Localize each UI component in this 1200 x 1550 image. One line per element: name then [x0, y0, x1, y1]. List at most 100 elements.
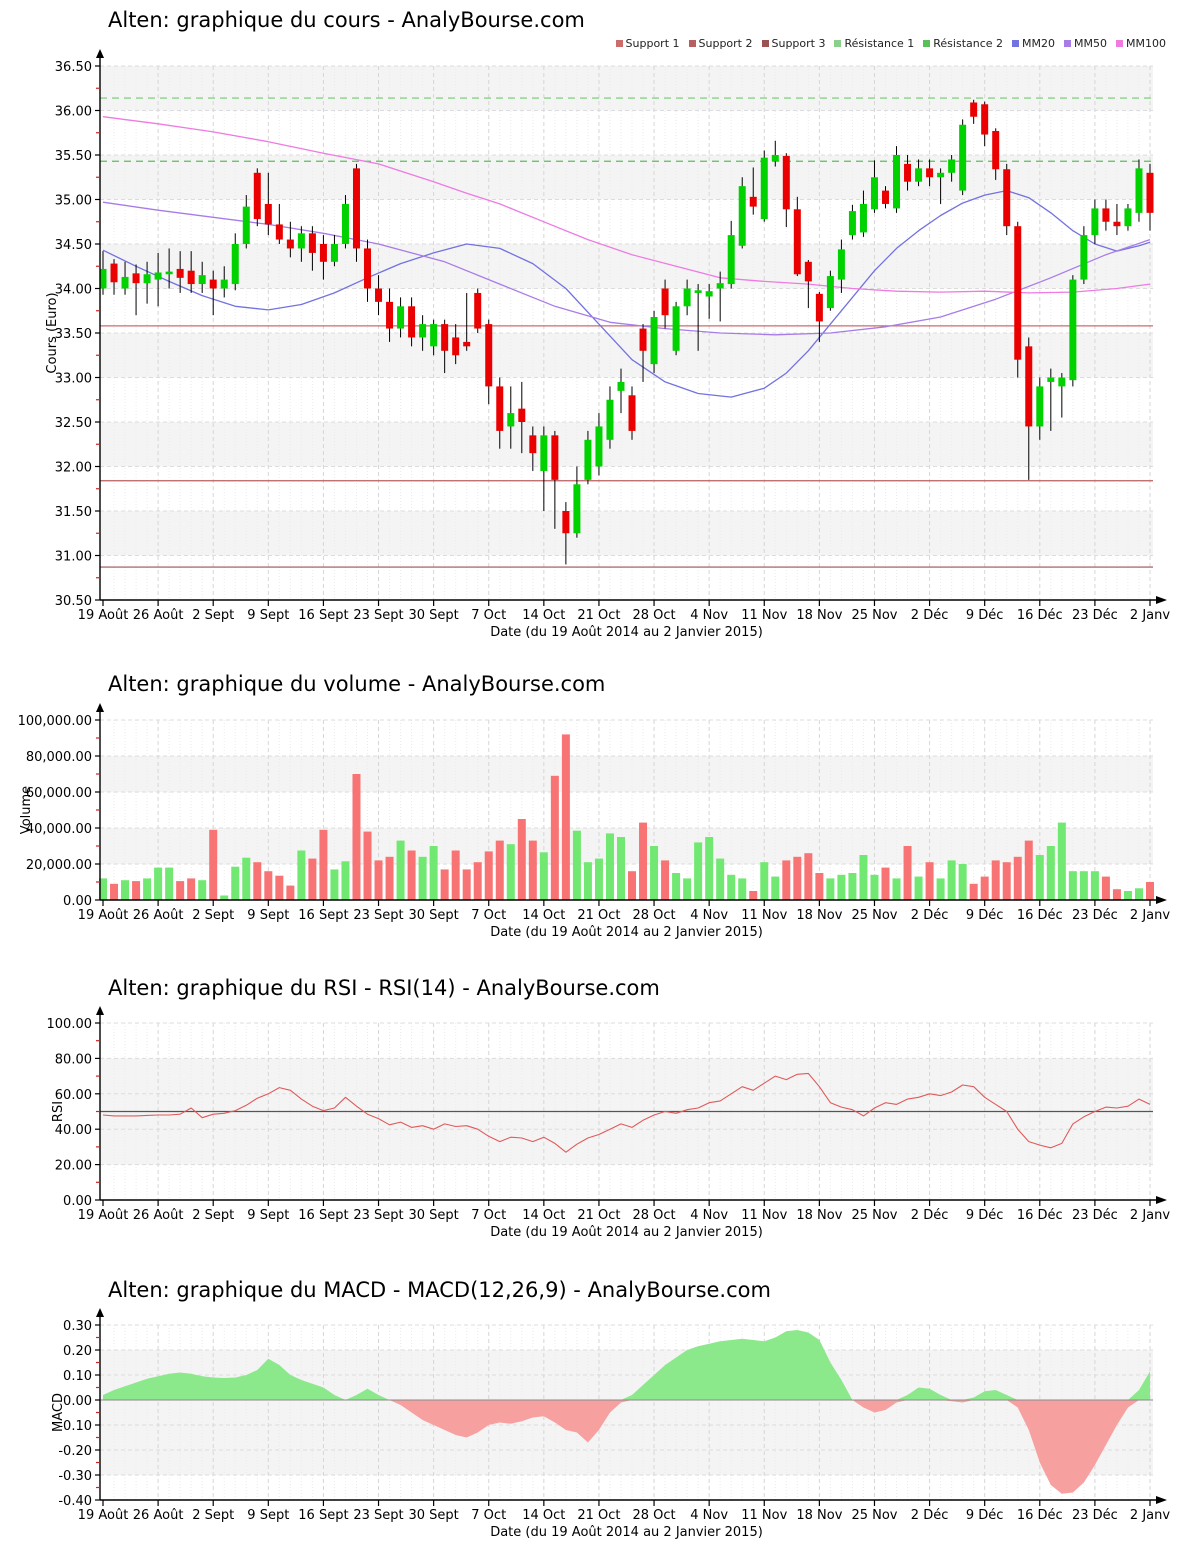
svg-text:40.00: 40.00 [55, 1123, 92, 1138]
svg-text:11 Nov: 11 Nov [741, 1208, 787, 1223]
svg-text:9 Déc: 9 Déc [966, 908, 1004, 923]
svg-text:25 Nov: 25 Nov [851, 1508, 897, 1523]
svg-text:14 Oct: 14 Oct [522, 1508, 565, 1523]
svg-text:26 Août: 26 Août [133, 908, 184, 923]
svg-text:80,000.00: 80,000.00 [26, 750, 92, 765]
legend-label: Résistance 2 [933, 37, 1004, 50]
svg-text:32.00: 32.00 [55, 461, 92, 476]
legend-label: Support 1 [625, 37, 680, 50]
rsi-chart-title: Alten: graphique du RSI - RSI(14) - Anal… [108, 976, 660, 1000]
legend-label: MM100 [1126, 37, 1166, 50]
svg-text:16 Sept: 16 Sept [298, 608, 348, 623]
svg-text:21 Oct: 21 Oct [577, 1508, 620, 1523]
svg-text:28 Oct: 28 Oct [632, 1208, 675, 1223]
svg-text:100,000.00: 100,000.00 [18, 714, 92, 729]
svg-text:9 Déc: 9 Déc [966, 1508, 1004, 1523]
svg-text:11 Nov: 11 Nov [741, 908, 787, 923]
svg-text:60.00: 60.00 [55, 1088, 92, 1103]
svg-text:2 Sept: 2 Sept [192, 1208, 234, 1223]
legend-swatch-icon [688, 40, 696, 47]
svg-text:35.50: 35.50 [55, 149, 92, 164]
svg-text:-0.30: -0.30 [58, 1469, 92, 1484]
legend-swatch-icon [1012, 40, 1020, 47]
svg-text:7 Oct: 7 Oct [471, 1508, 506, 1523]
svg-text:34.00: 34.00 [55, 283, 92, 298]
svg-text:19 Août: 19 Août [78, 608, 129, 623]
svg-text:30.50: 30.50 [55, 594, 92, 609]
legend-label: Résistance 1 [844, 37, 915, 50]
svg-text:26 Août: 26 Août [133, 608, 184, 623]
volume-chart-title: Alten: graphique du volume - AnalyBourse… [108, 672, 606, 696]
svg-text:0.10: 0.10 [63, 1369, 92, 1384]
svg-text:25 Nov: 25 Nov [851, 608, 897, 623]
svg-text:18 Nov: 18 Nov [796, 1508, 842, 1523]
svg-text:16 Sept: 16 Sept [298, 1508, 348, 1523]
svg-text:33.00: 33.00 [55, 372, 92, 387]
svg-text:MACD: MACD [51, 1393, 66, 1432]
svg-text:20.00: 20.00 [55, 1159, 92, 1174]
legend-item-support-3: Support 3 [761, 37, 826, 50]
svg-text:23 Déc: 23 Déc [1072, 908, 1118, 923]
price-chart-legend: Support 1 Support 2 Support 3 Résistance 1 R… [520, 37, 1166, 50]
svg-text:30 Sept: 30 Sept [408, 608, 458, 623]
svg-text:16 Déc: 16 Déc [1017, 1208, 1063, 1223]
svg-text:16 Sept: 16 Sept [298, 908, 348, 923]
legend-swatch-icon [615, 40, 623, 47]
svg-text:9 Sept: 9 Sept [247, 608, 289, 623]
svg-text:16 Déc: 16 Déc [1017, 908, 1063, 923]
svg-text:4 Nov: 4 Nov [690, 608, 728, 623]
svg-text:0.00: 0.00 [63, 894, 92, 909]
svg-text:21 Oct: 21 Oct [577, 608, 620, 623]
svg-text:2 Janv: 2 Janv [1130, 608, 1170, 623]
svg-text:7 Oct: 7 Oct [471, 908, 506, 923]
legend-item-mm20: MM20 [1012, 37, 1055, 50]
svg-text:33.50: 33.50 [55, 327, 92, 342]
svg-text:16 Déc: 16 Déc [1017, 608, 1063, 623]
svg-text:4 Nov: 4 Nov [690, 908, 728, 923]
svg-text:35.00: 35.00 [55, 194, 92, 209]
svg-text:7 Oct: 7 Oct [471, 608, 506, 623]
svg-text:Date (du 19 Août 2014 au 2 Jan: Date (du 19 Août 2014 au 2 Janvier 2015) [490, 925, 763, 940]
svg-text:23 Sept: 23 Sept [353, 1508, 403, 1523]
macd-chart-title: Alten: graphique du MACD - MACD(12,26,9)… [108, 1278, 771, 1302]
svg-text:23 Sept: 23 Sept [353, 908, 403, 923]
svg-text:19 Août: 19 Août [78, 1508, 129, 1523]
svg-text:60,000.00: 60,000.00 [26, 786, 92, 801]
svg-text:0.00: 0.00 [63, 1194, 92, 1209]
svg-text:19 Août: 19 Août [78, 1208, 129, 1223]
svg-text:18 Nov: 18 Nov [796, 1208, 842, 1223]
svg-text:11 Nov: 11 Nov [741, 608, 787, 623]
svg-text:23 Sept: 23 Sept [353, 608, 403, 623]
svg-text:Cours (Euro): Cours (Euro) [45, 292, 60, 373]
svg-text:30 Sept: 30 Sept [408, 1508, 458, 1523]
svg-text:18 Nov: 18 Nov [796, 908, 842, 923]
svg-text:9 Sept: 9 Sept [247, 908, 289, 923]
svg-text:-0.40: -0.40 [58, 1494, 92, 1509]
svg-text:31.50: 31.50 [55, 505, 92, 520]
legend-item-mm50: MM50 [1064, 37, 1107, 50]
legend-swatch-icon [1116, 40, 1124, 47]
svg-text:21 Oct: 21 Oct [577, 908, 620, 923]
svg-text:30 Sept: 30 Sept [408, 1208, 458, 1223]
svg-text:30 Sept: 30 Sept [408, 908, 458, 923]
price-chart-title: Alten: graphique du cours - AnalyBourse.… [108, 8, 585, 32]
svg-text:Date (du 19 Août 2014 au 2 Jan: Date (du 19 Août 2014 au 2 Janvier 2015) [490, 625, 763, 640]
svg-text:23 Déc: 23 Déc [1072, 1508, 1118, 1523]
svg-text:0.30: 0.30 [63, 1319, 92, 1334]
svg-text:16 Déc: 16 Déc [1017, 1508, 1063, 1523]
svg-text:Volume: Volume [19, 786, 34, 834]
svg-text:23 Déc: 23 Déc [1072, 1208, 1118, 1223]
svg-text:Date (du 19 Août 2014 au 2 Jan: Date (du 19 Août 2014 au 2 Janvier 2015) [490, 1225, 763, 1240]
svg-text:26 Août: 26 Août [133, 1508, 184, 1523]
legend-swatch-icon [761, 40, 769, 47]
svg-text:7 Oct: 7 Oct [471, 1208, 506, 1223]
svg-text:9 Sept: 9 Sept [247, 1208, 289, 1223]
svg-text:21 Oct: 21 Oct [577, 1208, 620, 1223]
svg-text:32.50: 32.50 [55, 416, 92, 431]
svg-text:80.00: 80.00 [55, 1052, 92, 1067]
legend-label: Support 3 [771, 37, 826, 50]
svg-text:28 Oct: 28 Oct [632, 1508, 675, 1523]
svg-text:25 Nov: 25 Nov [851, 908, 897, 923]
